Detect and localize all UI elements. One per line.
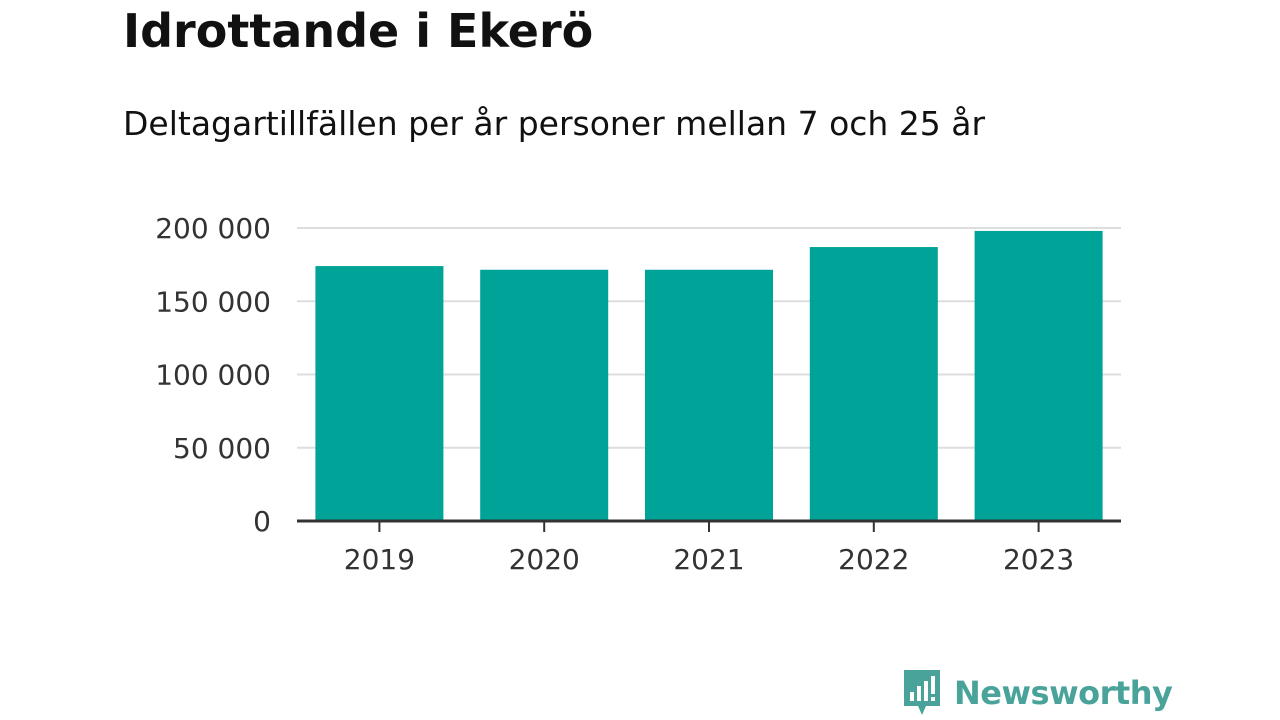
chart-title: Idrottande i Ekerö [123, 4, 594, 58]
bar-2021 [645, 269, 773, 521]
tick-labels: 0 50 000 100 000 150 000 200 000 2019 2020 2021… [155, 212, 1074, 576]
bar-2023 [974, 230, 1103, 521]
chart-subtitle: Deltagartillfällen per år personer mella… [123, 104, 986, 143]
x-tick-label: 2020 [509, 543, 580, 576]
bar-2019 [315, 266, 444, 521]
newsworthy-logo-icon [904, 670, 940, 715]
x-tick-label: 2019 [344, 543, 415, 576]
y-tick-label: 200 000 [155, 212, 271, 245]
axes [297, 519, 1121, 532]
x-tick-label: 2023 [1003, 543, 1074, 576]
y-tick-label: 150 000 [155, 285, 271, 318]
y-tick-label: 100 000 [155, 359, 271, 392]
brand-name: Newsworthy [954, 674, 1173, 712]
bar-2022 [809, 247, 938, 522]
y-tick-label: 0 [253, 505, 271, 538]
x-tick-label: 2022 [838, 543, 909, 576]
bars [315, 230, 1103, 522]
y-tick-label: 50 000 [173, 432, 271, 465]
x-tick-label: 2021 [673, 543, 744, 576]
brand-logo: Newsworthy [902, 668, 1173, 718]
bar-2020 [480, 269, 609, 521]
